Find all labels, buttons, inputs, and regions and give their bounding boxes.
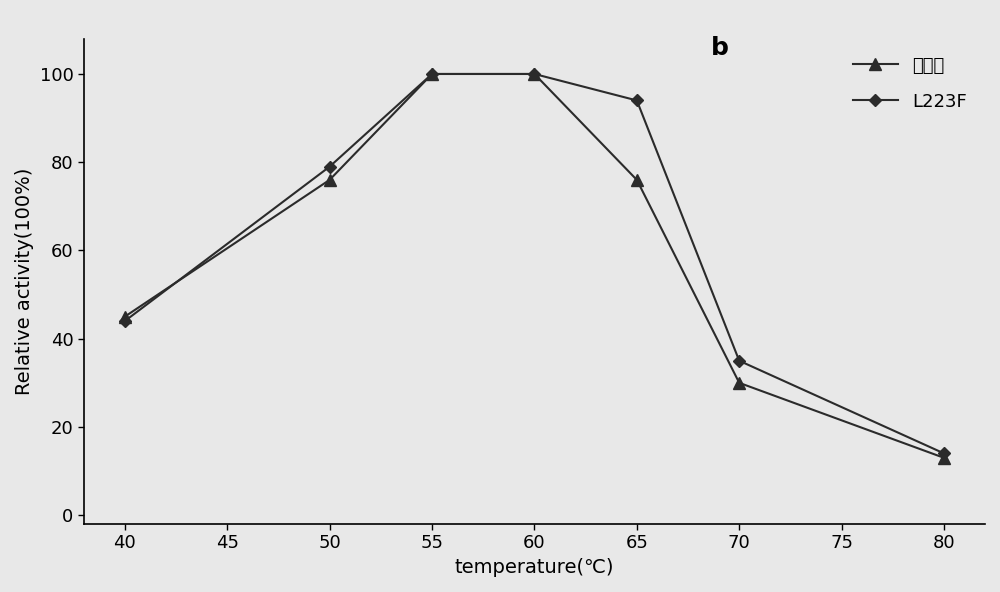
Y-axis label: Relative activity(100%): Relative activity(100%) [15,168,34,395]
Legend: 野生型, L223F: 野生型, L223F [844,48,976,120]
Text: b: b [711,36,729,60]
X-axis label: temperature(℃): temperature(℃) [455,558,614,577]
